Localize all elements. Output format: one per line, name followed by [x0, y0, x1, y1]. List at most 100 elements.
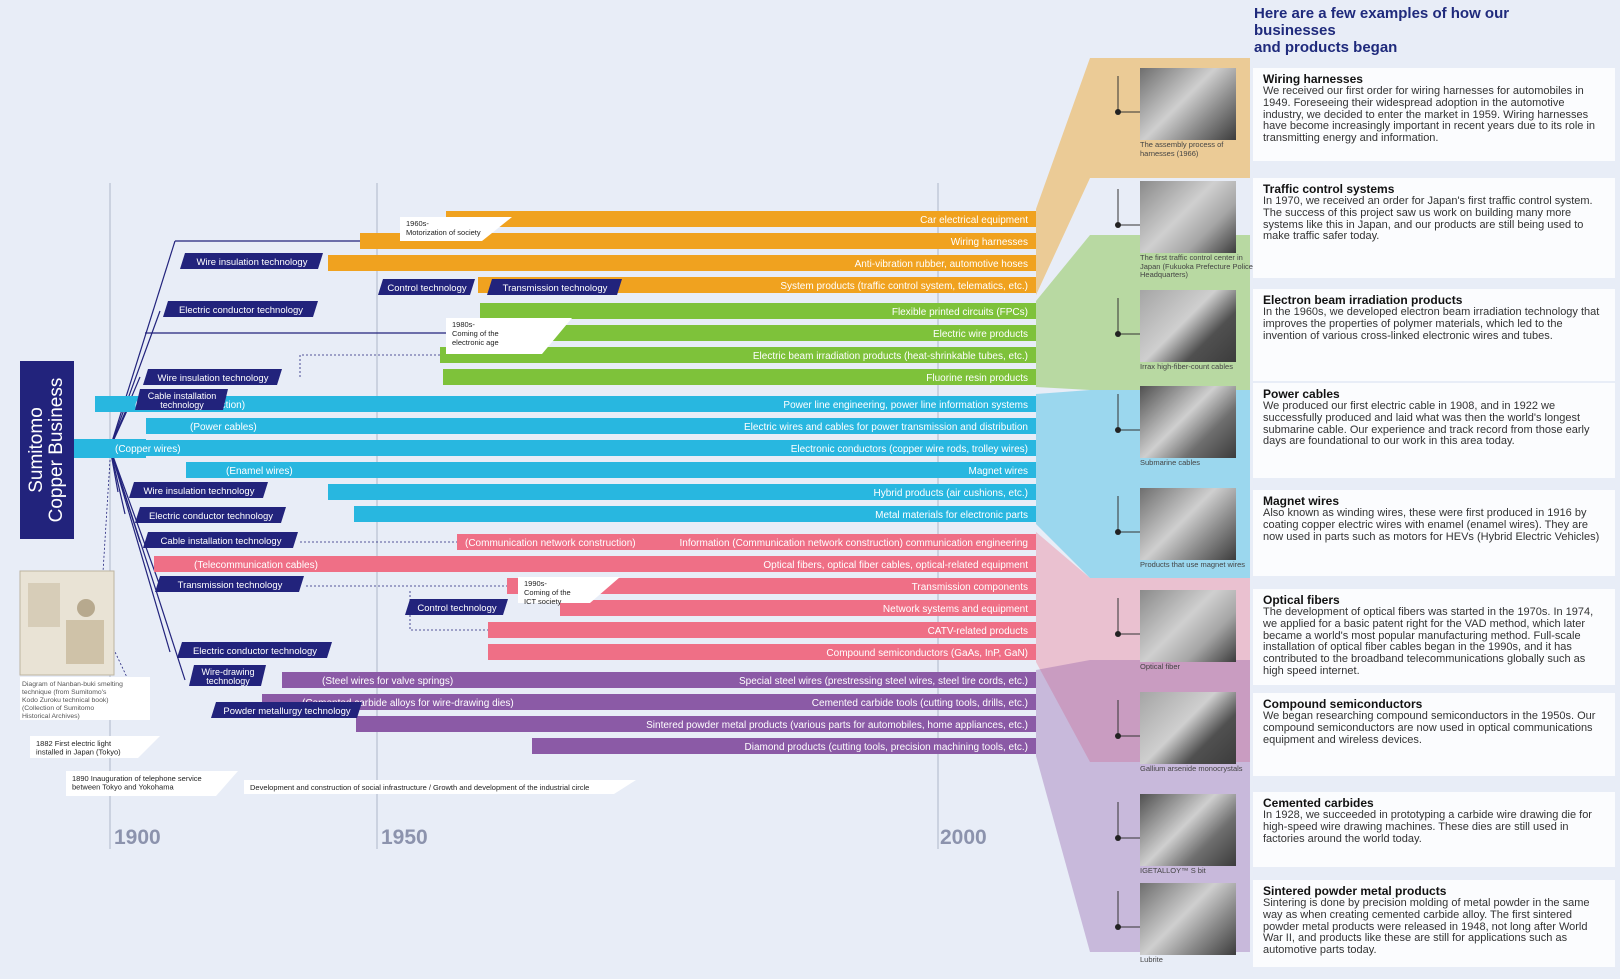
- product-label: Metal materials for electronic parts: [875, 510, 1028, 521]
- photo-caption: The first traffic control center in Japa…: [1140, 253, 1253, 279]
- svg-text:Cable installation: Cable installation: [148, 391, 217, 401]
- connector-dot: [1115, 924, 1121, 930]
- photo-caption: Optical fiber: [1140, 662, 1181, 671]
- crystal-photo-icon: [1140, 692, 1236, 764]
- tech-label: Electric conductor technology: [163, 301, 318, 317]
- product-label: Transmission components: [912, 582, 1028, 593]
- origin-label: (Power cables): [190, 422, 257, 433]
- card-title: Magnet wires: [1263, 494, 1340, 508]
- card-text: We began researching compound semiconduc…: [1263, 710, 1596, 746]
- svg-text:1980s-: 1980s-: [452, 320, 475, 329]
- origin-label: (Enamel wires): [226, 466, 293, 477]
- product-bar: [532, 738, 1036, 754]
- product-bar: [328, 255, 1036, 271]
- card-title: Sintered powder metal products: [1263, 884, 1447, 898]
- product-label: Wiring harnesses: [951, 237, 1028, 248]
- svg-text:Electric conductor technology: Electric conductor technology: [179, 305, 303, 316]
- photo-caption: Gallium arsenide monocrystals: [1140, 764, 1243, 773]
- svg-text:Coming of the: Coming of the: [524, 588, 571, 597]
- card-title: Traffic control systems: [1263, 182, 1395, 196]
- tech-label: Wire insulation technology: [180, 253, 323, 269]
- svg-text:Kodo Zuroku technical book): Kodo Zuroku technical book): [22, 697, 109, 704]
- product-bar: [446, 211, 1036, 227]
- origin-title-line2: Copper Business: [46, 377, 67, 523]
- product-label: Power line engineering, power line infor…: [783, 400, 1028, 411]
- card-compound-semiconductors: Compound semiconductors We began research…: [1253, 693, 1615, 776]
- photo-connector: [1117, 598, 1140, 635]
- card-text: Sintering is done by precision molding o…: [1263, 897, 1590, 957]
- connector-dot: [1115, 733, 1121, 739]
- card-title: Optical fibers: [1263, 593, 1340, 607]
- intro-heading: Here are a few examples of how our busin…: [1254, 5, 1594, 56]
- product-bar: [488, 644, 1036, 660]
- product-bar: [282, 672, 1036, 688]
- card-text: We produced our first electric cable in …: [1263, 400, 1590, 448]
- product-label: Car electrical equipment: [920, 215, 1028, 226]
- svg-text:Control technology: Control technology: [387, 283, 466, 294]
- tech-label: Powder metallurgy technology: [211, 702, 362, 718]
- product-label: Magnet wires: [969, 466, 1028, 477]
- svg-text:Development and construction o: Development and construction of social i…: [250, 783, 589, 792]
- svg-text:Wire insulation technology: Wire insulation technology: [144, 486, 255, 497]
- product-label: Electric wires and cables for power tran…: [744, 422, 1028, 433]
- product-bar: [360, 233, 1036, 249]
- svg-text:between Tokyo and Yokohama: between Tokyo and Yokohama: [72, 783, 174, 792]
- connector-dot: [1115, 222, 1121, 228]
- product-label: Compound semiconductors (GaAs, InP, GaN): [826, 648, 1028, 659]
- card-text: In the 1960s, we developed electron beam…: [1263, 306, 1600, 342]
- tech-label: Wire insulation technology: [143, 369, 282, 385]
- branch-line: [109, 447, 171, 653]
- connector-dot: [1115, 427, 1121, 433]
- note-1890: 1890 Inauguration of telephone servicebe…: [66, 771, 238, 796]
- svg-text:Electric conductor technology: Electric conductor technology: [193, 646, 317, 657]
- origin-box: [20, 361, 74, 539]
- card-sintered-powder-metal-products: Sintered powder metal products Sintering …: [1253, 880, 1615, 967]
- product-bar: [450, 325, 1036, 341]
- connector-dot: [1115, 331, 1121, 337]
- svg-text:Wire-drawing: Wire-drawing: [201, 667, 254, 677]
- svg-text:1990s-: 1990s-: [524, 579, 547, 588]
- photo-caption: Submarine cables: [1140, 458, 1201, 467]
- svg-text:Motorization of society: Motorization of society: [406, 228, 481, 237]
- svg-text:1960s-: 1960s-: [406, 219, 429, 228]
- svg-text:installed in Japan (Tokyo): installed in Japan (Tokyo): [36, 748, 121, 757]
- card-text: In 1970, we received an order for Japan'…: [1263, 195, 1593, 243]
- product-label: Hybrid products (air cushions, etc.): [873, 488, 1028, 499]
- svg-text:Electric conductor technology: Electric conductor technology: [149, 511, 273, 522]
- tech-label: Transmission technology: [155, 576, 304, 592]
- svg-text:Wire insulation technology: Wire insulation technology: [197, 257, 308, 268]
- product-label: CATV-related products: [928, 626, 1028, 637]
- card-magnet-wires: Magnet wires Also known as winding wires,…: [1253, 490, 1615, 576]
- photo-caption: IGETALLOY™ S bit: [1140, 866, 1206, 875]
- card-title: Wiring harnesses: [1263, 72, 1363, 86]
- connector-dot: [1115, 835, 1121, 841]
- card-text: Also known as winding wires, these were …: [1263, 507, 1600, 543]
- card-wiring-harnesses: Wiring harnesses We received our first or…: [1253, 68, 1615, 161]
- svg-text:technique (from Sumitomo's: technique (from Sumitomo's: [22, 689, 107, 696]
- product-bar: [262, 694, 1036, 710]
- product-label: System products (traffic control system,…: [780, 281, 1028, 292]
- cables-photo-icon: [1140, 290, 1236, 362]
- svg-text:electronic age: electronic age: [452, 338, 499, 347]
- svg-text:Powder metallurgy technology: Powder metallurgy technology: [223, 706, 351, 717]
- card-title: Compound semiconductors: [1263, 697, 1423, 711]
- optical-fiber-photo-icon: [1140, 590, 1236, 662]
- svg-text:1890 Inauguration of telephone: 1890 Inauguration of telephone service: [72, 774, 202, 783]
- product-label: Information (Communication network const…: [680, 538, 1029, 549]
- card-text: In 1928, we succeeded in prototyping a c…: [1263, 809, 1592, 845]
- gears-photo-icon: [1140, 883, 1236, 955]
- photo-connector: [1117, 700, 1140, 737]
- product-bar: [95, 396, 1036, 412]
- photo-connector: [1117, 189, 1140, 226]
- card-title: Electron beam irradiation products: [1263, 293, 1463, 307]
- product-label: Diamond products (cutting tools, precisi…: [745, 742, 1028, 753]
- branch-line: [109, 447, 161, 587]
- svg-text:(Collection of Sumitomo: (Collection of Sumitomo: [22, 705, 94, 712]
- card-optical-fibers: Optical fibers The development of optical…: [1253, 589, 1615, 685]
- photo-connector: [1117, 802, 1140, 839]
- product-label: Network systems and equipment: [883, 604, 1028, 615]
